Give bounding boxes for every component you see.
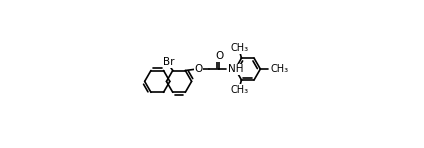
Text: O: O [195, 64, 203, 74]
Text: O: O [215, 51, 223, 61]
Text: CH₃: CH₃ [270, 64, 288, 74]
Text: Br: Br [163, 57, 175, 67]
Text: CH₃: CH₃ [230, 85, 248, 95]
Text: NH: NH [228, 64, 244, 74]
Text: CH₃: CH₃ [230, 43, 248, 53]
